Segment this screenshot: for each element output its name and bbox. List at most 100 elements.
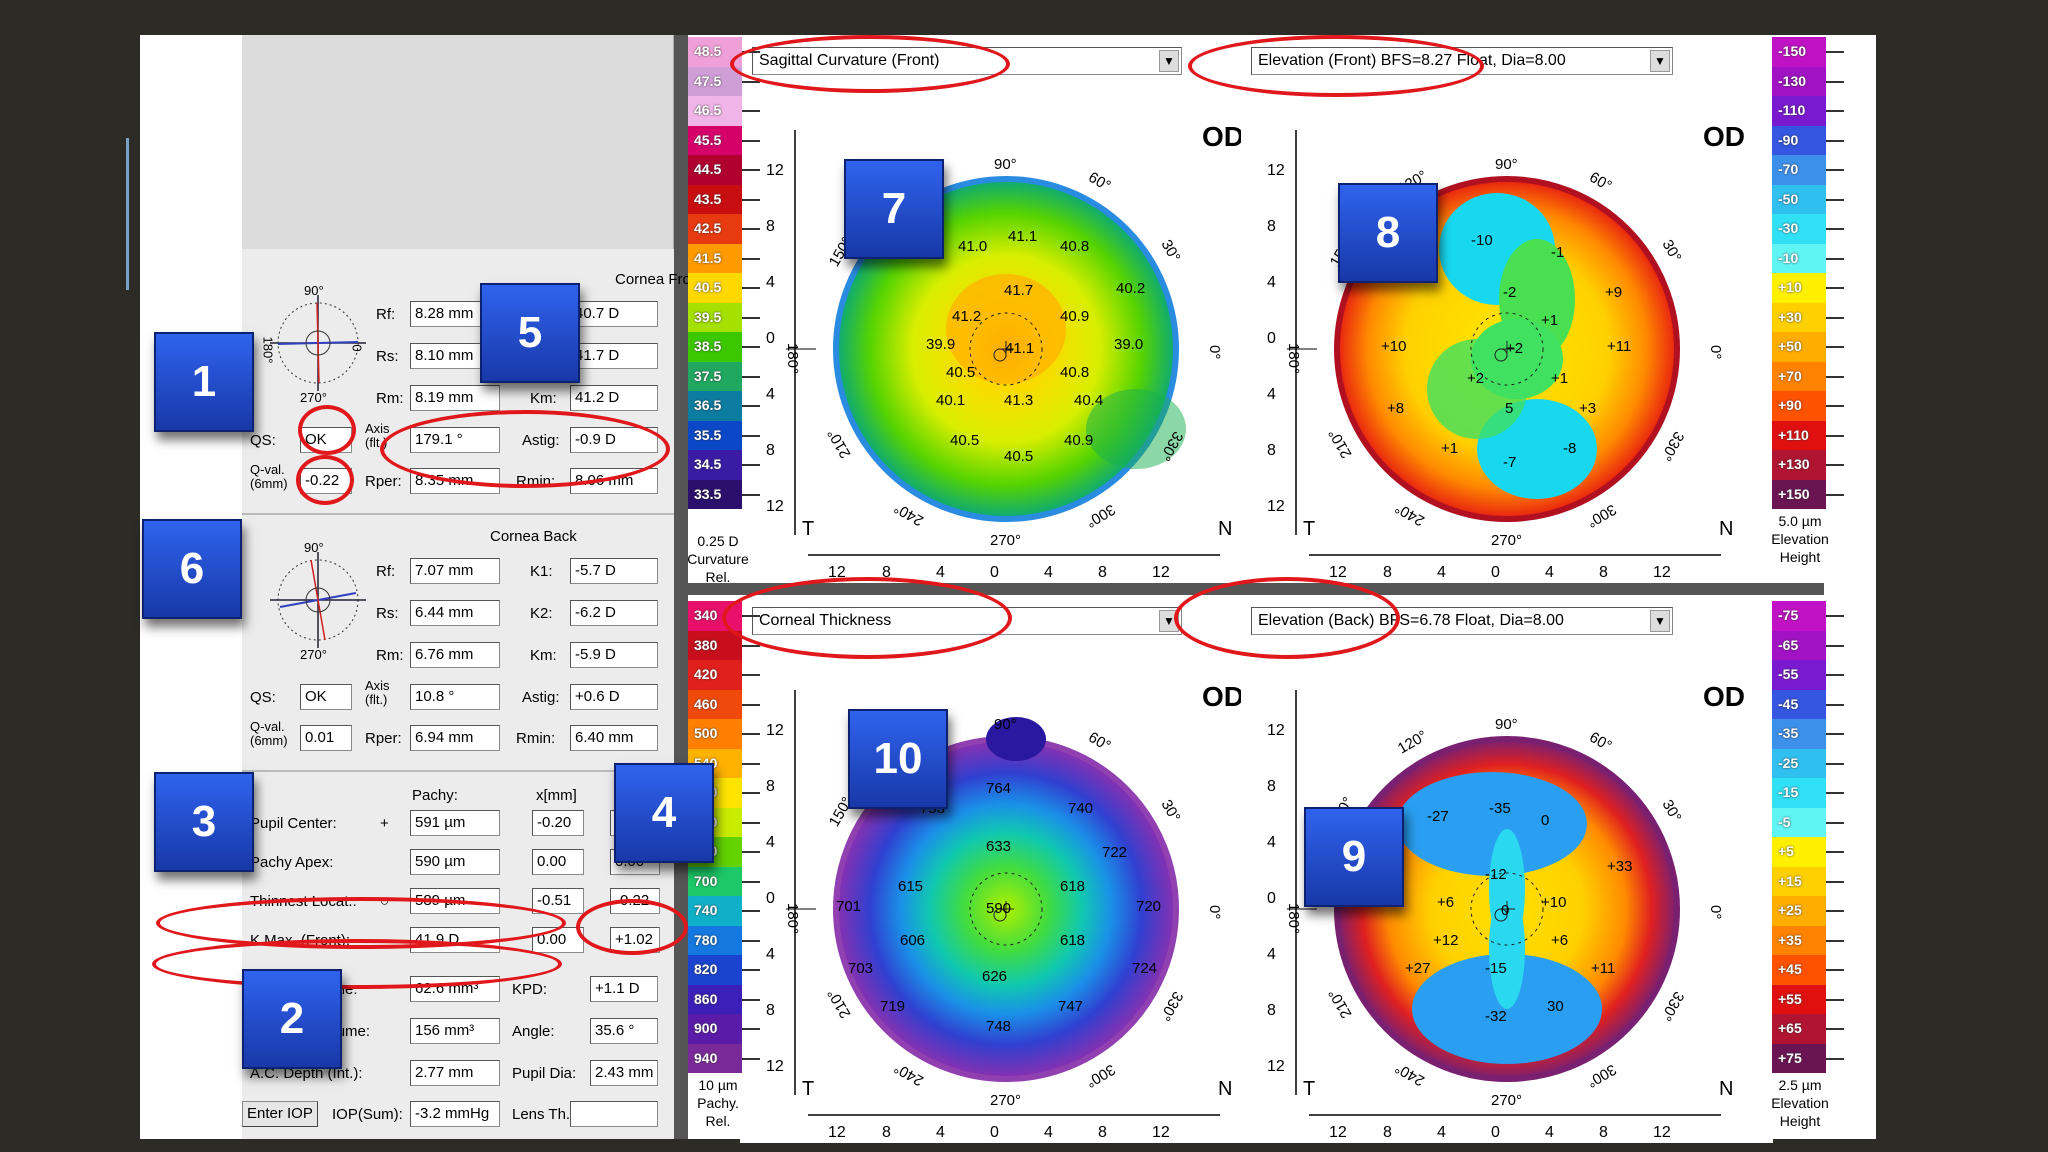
angle-label: 60° — [1085, 729, 1113, 755]
angle-label: 330° — [1657, 988, 1687, 1023]
badge-10: 10 — [848, 709, 948, 809]
x-tick-label: 12 — [1653, 564, 1671, 581]
back-qval-label: Q-val. — [250, 719, 285, 734]
chevron-down-icon[interactable]: ▼ — [1650, 610, 1670, 632]
map-value: 40.1 — [936, 392, 965, 409]
eye-label: OD — [1202, 121, 1244, 152]
angle-label: 90° — [1495, 716, 1518, 733]
front-k-value: 41.2 D — [570, 385, 658, 411]
scale-cell: 380 — [688, 630, 742, 660]
compass-bottom: 270° — [300, 390, 327, 405]
splitter[interactable] — [674, 35, 688, 1139]
nasal-label: N — [1719, 518, 1733, 540]
x-tick-label: 12 — [1152, 564, 1170, 581]
highlight-ring — [722, 577, 1012, 659]
angle-label: 270° — [990, 1092, 1021, 1109]
scale-tick — [1826, 939, 1844, 942]
pupil-ring — [1470, 872, 1544, 946]
back-k-label: Km: — [530, 647, 557, 664]
compass-top-back: 90° — [304, 540, 324, 555]
scale-cell: -75 — [1772, 601, 1826, 631]
angle-label: 30° — [1658, 797, 1684, 825]
map-value: 747 — [1058, 998, 1083, 1015]
x-tick-label: 4 — [1437, 1124, 1446, 1139]
scale-cell: -30 — [1772, 214, 1826, 244]
x-tick-label: 8 — [1098, 564, 1107, 581]
front-k-value: 40.7 D — [570, 301, 658, 327]
map-value: 748 — [986, 1018, 1011, 1035]
angle-label: 270° — [990, 532, 1021, 549]
map-value: 41.1 — [1005, 340, 1034, 357]
curvature-scale-caption: Curvature — [687, 551, 749, 567]
iop-field[interactable]: -3.2 mmHg — [410, 1101, 500, 1127]
front-axis-label: Axis — [365, 421, 390, 436]
scale-cell: +130 — [1772, 450, 1826, 480]
elevation-back-scale-caption2: Height — [1779, 1113, 1821, 1129]
chevron-down-icon[interactable]: ▼ — [1650, 50, 1670, 72]
map-value: 41.7 — [1004, 282, 1033, 299]
x-tick-label: 12 — [1329, 564, 1347, 581]
y-tick-label: 8 — [1267, 442, 1276, 459]
scale-tick — [742, 493, 760, 496]
angle-label: 210° — [1325, 986, 1355, 1021]
scale-cell: +50 — [1772, 332, 1826, 362]
scale-tick — [742, 434, 760, 437]
map-value: 701 — [836, 898, 861, 915]
lens-field[interactable] — [570, 1101, 658, 1127]
enter-iop-button[interactable]: Enter IOP — [242, 1101, 318, 1127]
elevation-back-scale-caption: Elevation — [1771, 1095, 1829, 1111]
map-value: 618 — [1060, 878, 1085, 895]
back-k-value: -6.2 D — [570, 600, 658, 626]
map-value: -35 — [1489, 800, 1511, 817]
scale-tick — [742, 110, 760, 112]
map-value: 40.5 — [1004, 448, 1033, 465]
back-k-label: K2: — [530, 605, 553, 622]
back-axis-sub: (flt.) — [365, 692, 388, 707]
scale-tick — [1826, 1057, 1844, 1060]
y-tick-label: 12 — [1267, 1058, 1285, 1075]
y-tick-label: 12 — [766, 162, 784, 179]
scale-tick — [742, 1028, 760, 1030]
back-rmin-label: Rmin: — [516, 730, 556, 747]
scale-tick — [1826, 762, 1844, 765]
angle-label: 30° — [1157, 237, 1183, 265]
scale-cell: +70 — [1772, 361, 1826, 391]
angle-label: 90° — [994, 156, 1017, 173]
y-tick-label: 4 — [1267, 274, 1276, 291]
map-value: +11 — [1607, 338, 1631, 355]
scale-cell: 820 — [688, 955, 742, 985]
x-tick-label: 4 — [936, 1124, 945, 1139]
map-region — [986, 717, 1046, 761]
x-tick-label: 8 — [1383, 564, 1392, 581]
angle-label: 0° — [1206, 345, 1223, 359]
back-row-label: Rm: — [376, 647, 404, 664]
scale-tick — [742, 851, 760, 853]
scale-tick — [1826, 998, 1844, 1001]
map-value: -12 — [1485, 866, 1507, 883]
badge-3: 3 — [154, 772, 254, 872]
map-value: +12 — [1433, 932, 1458, 949]
scale-cell: 780 — [688, 925, 742, 955]
front-k-label: Km: — [530, 390, 557, 407]
angle-label: 90° — [994, 716, 1017, 733]
map-value: +8 — [1387, 400, 1404, 417]
y-tick-label: 12 — [766, 1058, 784, 1075]
nasal-label: N — [1218, 518, 1232, 540]
y-tick-label: 12 — [1267, 498, 1285, 515]
back-rmin-field: 6.40 mm — [570, 725, 658, 751]
map-value: -1 — [1551, 244, 1564, 261]
x-tick-label: 0 — [990, 1124, 999, 1139]
y-tick-label: 12 — [766, 722, 784, 739]
x-tick-label: 4 — [1437, 564, 1446, 581]
scale-cell: -65 — [1772, 630, 1826, 660]
back-row-value: 6.44 mm — [410, 600, 500, 626]
y-tick-label: 8 — [766, 218, 775, 235]
scale-cell: +90 — [1772, 391, 1826, 421]
y-tick-label: 4 — [766, 274, 775, 291]
scale-cell: 47.5 — [688, 66, 742, 96]
pachy-row-x: -0.51 — [532, 888, 584, 914]
chevron-down-icon[interactable]: ▼ — [1159, 50, 1179, 72]
sagittal-map: 90°270°180°0°120°60°150°30°210°330°240°3… — [740, 35, 1272, 583]
y-tick-label: 12 — [1267, 162, 1285, 179]
scale-cell: +75 — [1772, 1043, 1826, 1073]
